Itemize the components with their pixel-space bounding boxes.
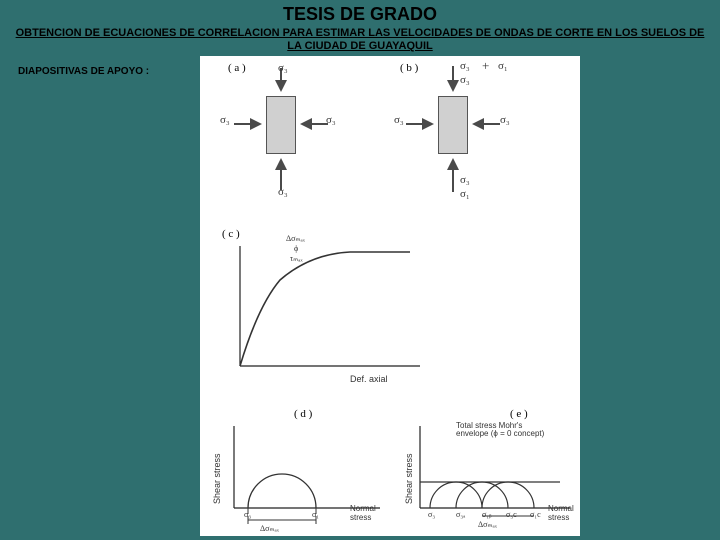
sigma3-bot-b: σ₃ (460, 174, 470, 186)
c-x-label: Def. axial (350, 374, 388, 384)
c-y-top: Δσₘₐₓ (286, 234, 305, 243)
sigma3-top-b: σ₃ (460, 74, 470, 86)
page-title: TESIS DE GRADO (0, 0, 720, 25)
sigma3-left-b: σ₃ (394, 114, 404, 126)
e-s3: σ₃ (428, 510, 435, 519)
sigma3-right-a: σ₃ (326, 114, 336, 126)
c-y-bot: τₘₐₓ (290, 254, 303, 263)
slide-caption: DIAPOSITIVAS DE APOYO : (18, 66, 149, 77)
e-dsigma: Δσₘₐₓ (478, 520, 497, 529)
figure-panel: ( a ) ( b ) + σ₁ σ₃ σ₃ σ₃ σ₃ (200, 56, 580, 536)
e-s1c: σ₁c (530, 510, 541, 519)
page-subtitle: OBTENCION DE ECUACIONES DE CORRELACION P… (0, 25, 720, 53)
d-dsigma: Δσₘₐₓ (260, 524, 279, 533)
d-s1: σ₁ (312, 510, 319, 519)
e-s1b: σ₁ᵦ (482, 510, 491, 519)
sigma3-top-a: σ₃ (278, 62, 288, 74)
d-s3: σ₃ (244, 510, 251, 519)
sigma3-right-b: σ₃ (500, 114, 510, 126)
e-x-label: Normal stress (548, 504, 574, 522)
sigma3-bot-a: σ₃ (278, 186, 288, 198)
sigma3-top-b2: σ₃ (460, 60, 470, 72)
arrows-a (218, 60, 358, 210)
e-s3c: σ₃c (506, 510, 517, 519)
e-s3a: σ₃ₐ (456, 510, 465, 519)
d-x-label: Normal stress (350, 504, 376, 522)
sigma1-bot-b: σ₁ (460, 188, 470, 200)
sigma3-left-a: σ₃ (220, 114, 230, 126)
e-envelope-label: Total stress Mohr's envelope (ϕ = 0 conc… (456, 422, 544, 439)
c-y-mid: ϕ (294, 244, 298, 253)
curve-c (230, 236, 430, 386)
